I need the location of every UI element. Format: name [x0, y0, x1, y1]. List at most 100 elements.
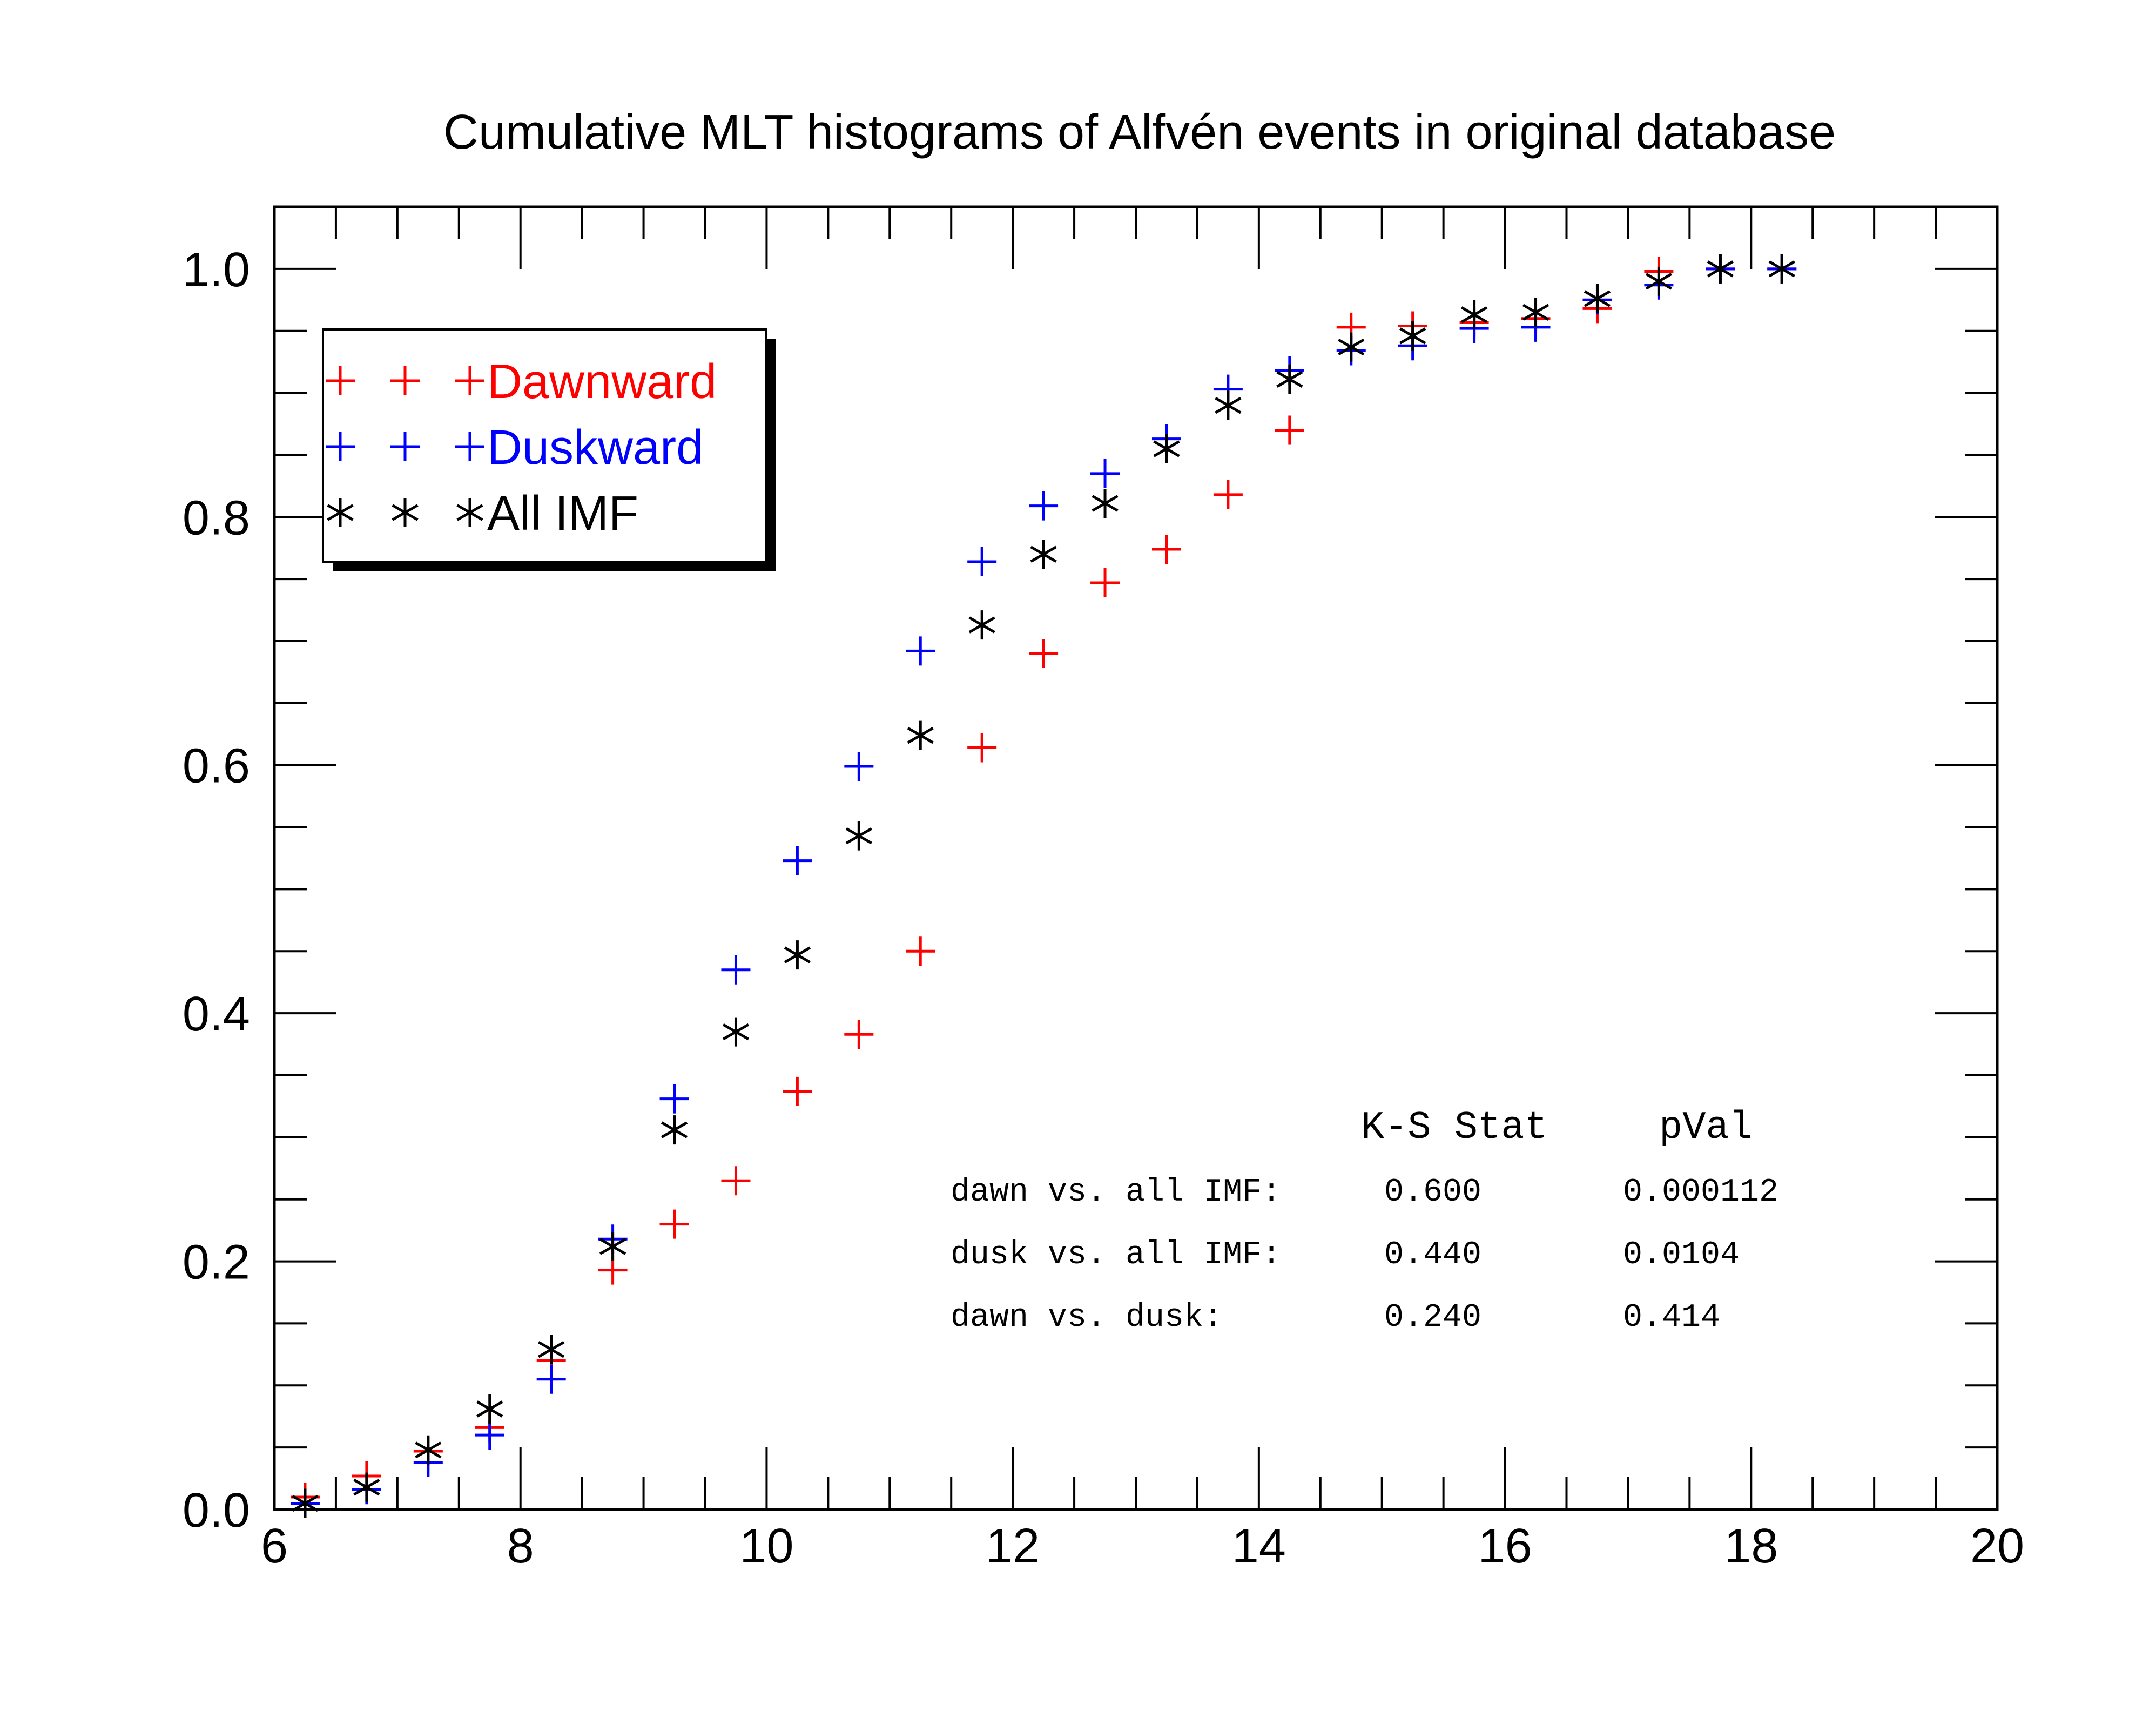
marker-stroke: [1276, 370, 1303, 388]
data-point: [538, 1335, 565, 1364]
marker-stroke: [1460, 306, 1488, 324]
data-point: [783, 1076, 812, 1106]
y-tick-label: 0.2: [183, 1236, 250, 1290]
data-point: [1153, 434, 1180, 463]
data-point: [415, 1435, 442, 1465]
data-point: [1029, 491, 1059, 521]
ks-row-stat: 0.440: [1384, 1237, 1481, 1273]
legend-entry: Dawnward: [326, 355, 717, 409]
x-tick-label: 6: [261, 1519, 288, 1573]
marker-stroke: [392, 504, 419, 521]
marker-stroke: [415, 1441, 442, 1459]
marker-stroke: [476, 1400, 503, 1418]
data-point: [536, 1364, 566, 1394]
data-point: [906, 636, 935, 666]
data-point: [1522, 298, 1549, 327]
data-point: [1460, 300, 1488, 329]
data-point: [907, 720, 934, 750]
x-tick-label: 10: [739, 1519, 793, 1573]
data-point: [784, 940, 811, 970]
data-point: [1090, 459, 1120, 488]
marker-stroke: [1707, 260, 1734, 278]
data-point: [1030, 540, 1057, 569]
marker-stroke: [1215, 396, 1242, 414]
marker-stroke: [907, 726, 934, 744]
marker-stroke: [353, 1478, 380, 1496]
marker-stroke: [1153, 440, 1180, 457]
ks-row-label: dawn vs. dusk:: [951, 1299, 1223, 1336]
marker-stroke: [661, 1121, 688, 1138]
data-point: [1276, 365, 1303, 394]
marker-stroke: [845, 827, 872, 845]
data-point: [967, 733, 997, 763]
ks-row-stat: 0.240: [1384, 1299, 1481, 1336]
ks-header-stat: K-S Stat: [1361, 1106, 1548, 1150]
marker-stroke: [456, 504, 483, 521]
marker-stroke: [599, 1238, 626, 1255]
legend: Dawnward Duskward All IMF: [322, 328, 776, 571]
data-point: [967, 547, 997, 576]
data-point: [1151, 535, 1181, 564]
data-point: [1215, 390, 1242, 420]
chart-title: Cumulative MLT histograms of Alfvén even…: [443, 105, 1836, 159]
legend-marker: [326, 366, 355, 395]
ks-row-pval: 0.0104: [1623, 1237, 1740, 1273]
legend-entry: All IMF: [327, 487, 638, 541]
legend-label: All IMF: [487, 487, 638, 541]
data-point: [722, 1017, 750, 1047]
axes: 6 8 10 12 14 16 18 20 0.0 0.2 0.4 0.6 0.8 1.0: [183, 205, 2024, 1573]
data-point: [1399, 321, 1426, 351]
ks-row-pval: 0.414: [1623, 1299, 1720, 1336]
marker-stroke: [1399, 327, 1426, 345]
y-tick-label: 0.0: [183, 1484, 250, 1538]
y-tick-label: 1.0: [183, 243, 250, 297]
marker-stroke: [1768, 260, 1795, 278]
data-point: [476, 1394, 503, 1424]
data-point: [844, 752, 874, 781]
data-point: [844, 1020, 874, 1049]
ks-stat-table: K-S Stat pVal dawn vs. all IMF: 0.600 0.0001…: [951, 1106, 1778, 1336]
data-point: [906, 936, 935, 966]
y-tick-label: 0.4: [183, 987, 250, 1041]
data-point: [659, 1084, 689, 1114]
marker-stroke: [1645, 273, 1673, 290]
marker-stroke: [1522, 304, 1549, 321]
marker-stroke: [1030, 545, 1057, 563]
legend-marker: [456, 498, 483, 527]
data-point: [353, 1472, 380, 1502]
marker-stroke: [538, 1341, 565, 1358]
series-all-imf: [292, 254, 1795, 1518]
x-tick-label: 12: [986, 1519, 1040, 1573]
data-point: [783, 846, 812, 875]
series-duskward: [290, 254, 1797, 1518]
ks-row-label: dusk vs. all IMF:: [951, 1237, 1281, 1273]
data-point: [1584, 284, 1611, 313]
legend-marker: [455, 366, 484, 395]
legend-label: Duskward: [487, 421, 703, 475]
data-point: [1029, 638, 1059, 668]
x-tick-label: 8: [507, 1519, 534, 1573]
data-point: [721, 1166, 751, 1196]
data-point: [659, 1209, 689, 1239]
data-point: [292, 1488, 319, 1518]
marker-stroke: [968, 616, 995, 634]
x-tick-label: 16: [1478, 1519, 1532, 1573]
data-point: [1213, 480, 1243, 509]
data-marks: [290, 254, 1797, 1518]
data-point: [475, 1420, 504, 1450]
ks-row-label: dawn vs. all IMF:: [951, 1174, 1281, 1211]
data-point: [1338, 332, 1365, 362]
data-point: [1275, 415, 1304, 445]
legend-label: Dawnward: [487, 355, 717, 409]
marker-stroke: [784, 946, 811, 963]
legend-marker: [392, 498, 419, 527]
data-point: [1645, 266, 1673, 296]
x-tick-label: 18: [1724, 1519, 1778, 1573]
x-tick-label: 14: [1232, 1519, 1286, 1573]
y-tick-label: 0.8: [183, 491, 250, 545]
data-point: [721, 955, 751, 985]
ks-row-stat: 0.600: [1384, 1174, 1481, 1211]
y-tick-label: 0.6: [183, 739, 250, 793]
data-point: [845, 821, 872, 851]
